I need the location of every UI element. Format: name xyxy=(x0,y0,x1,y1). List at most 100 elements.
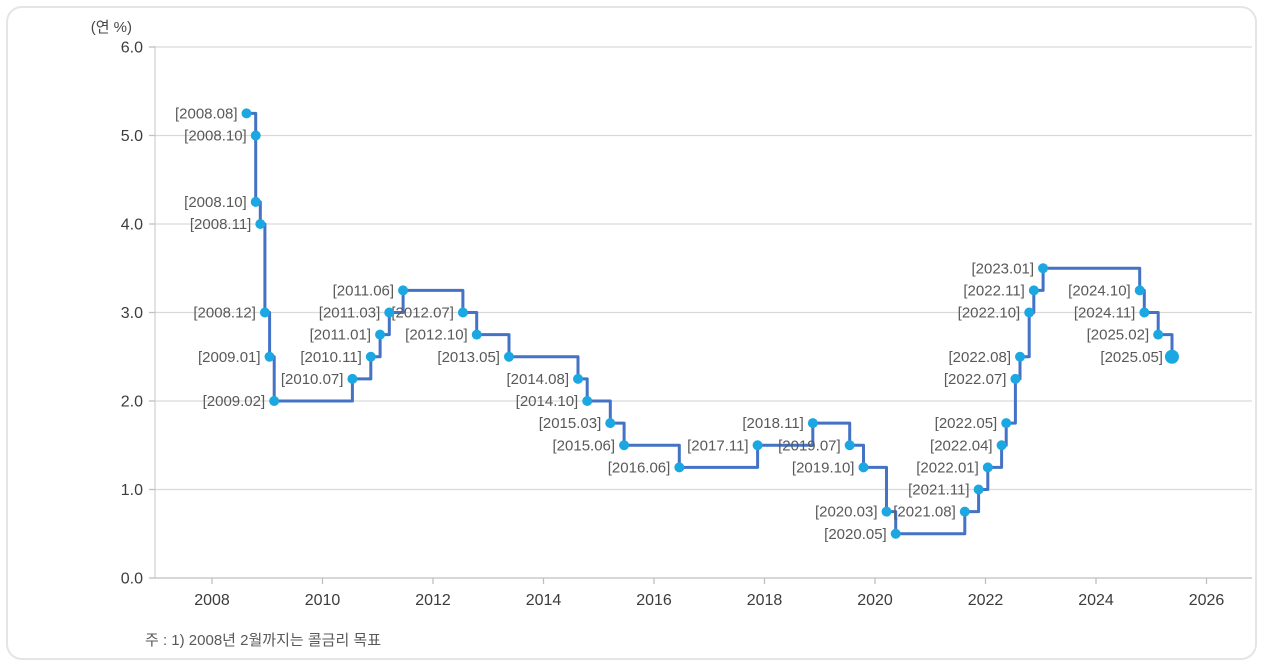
data-point-marker xyxy=(1038,263,1049,274)
data-point-label: [2022.08] xyxy=(948,349,1011,366)
x-tick-label: 2022 xyxy=(968,592,1004,609)
chart-card xyxy=(6,6,1257,660)
data-point-label: [2020.05] xyxy=(824,526,887,543)
data-point-label: [2010.11] xyxy=(300,349,361,366)
data-point-marker xyxy=(674,462,685,473)
data-point-label: [2020.03] xyxy=(815,504,878,521)
data-point-label: [2014.08] xyxy=(506,371,569,388)
data-point-label: [2025.05] xyxy=(1100,349,1163,366)
data-point-marker xyxy=(881,506,892,517)
data-point-marker xyxy=(982,462,993,473)
data-point-label: [2022.05] xyxy=(935,415,998,432)
data-point-label: [2008.11] xyxy=(190,216,251,233)
y-tick-label: 1.0 xyxy=(121,482,143,499)
x-tick-label: 2026 xyxy=(1189,592,1225,609)
x-tick-label: 2014 xyxy=(526,592,562,609)
data-point-label: [2011.01] xyxy=(310,327,371,344)
x-tick-label: 2018 xyxy=(747,592,783,609)
data-point-marker-latest xyxy=(1164,349,1179,364)
data-point-label: [2011.06] xyxy=(333,282,394,299)
data-point-marker xyxy=(269,396,280,406)
data-point-marker xyxy=(503,351,514,362)
data-point-marker xyxy=(1001,418,1012,429)
data-point-label: [2022.01] xyxy=(916,459,979,476)
data-point-label: [2009.02] xyxy=(203,393,266,410)
y-tick-label: 5.0 xyxy=(121,128,143,145)
data-point-label: [2019.07] xyxy=(778,437,841,454)
data-point-marker xyxy=(1028,285,1039,296)
data-point-marker xyxy=(250,130,261,141)
data-point-label: [2024.11] xyxy=(1074,305,1135,322)
data-point-label: [2022.10] xyxy=(958,305,1021,322)
data-point-label: [2025.02] xyxy=(1087,327,1150,344)
y-tick-label: 2.0 xyxy=(121,394,143,411)
data-point-label: [2015.03] xyxy=(539,415,602,432)
data-point-label: [2022.11] xyxy=(963,282,1024,299)
data-point-marker xyxy=(250,196,261,207)
x-tick-label: 2010 xyxy=(305,592,341,609)
x-tick-label: 2008 xyxy=(194,592,230,609)
x-tick-label: 2012 xyxy=(415,592,451,609)
data-point-label: [2010.07] xyxy=(281,371,344,388)
data-point-label: [2009.01] xyxy=(198,349,261,366)
data-point-marker xyxy=(1015,351,1026,362)
data-point-label: [2008.08] xyxy=(175,105,238,122)
data-point-marker xyxy=(347,373,358,384)
data-point-label: [2017.11] xyxy=(687,437,748,454)
data-point-label: [2012.07] xyxy=(391,305,454,322)
data-point-label: [2011.03] xyxy=(319,305,380,322)
data-point-marker xyxy=(996,440,1007,451)
data-point-label: [2016.06] xyxy=(608,459,671,476)
y-tick-label: 0.0 xyxy=(121,571,143,588)
chart-footnote: 주 : 1) 2008년 2월까지는 콜금리 목표 xyxy=(145,632,382,649)
y-tick-label: 3.0 xyxy=(121,305,143,322)
data-point-label: [2008.10] xyxy=(184,128,247,145)
data-point-marker xyxy=(1010,373,1021,384)
data-point-marker xyxy=(573,373,584,384)
data-point-marker xyxy=(259,307,270,318)
data-point-marker xyxy=(264,351,275,362)
data-point-marker xyxy=(375,329,386,340)
data-point-marker xyxy=(398,285,409,296)
data-point-label: [2008.10] xyxy=(184,194,247,211)
data-point-marker xyxy=(255,219,266,229)
data-point-label: [2023.01] xyxy=(971,260,1034,277)
data-point-marker xyxy=(365,351,376,362)
data-point-marker xyxy=(890,528,901,539)
data-point-marker xyxy=(1024,307,1035,318)
data-point-label: [2018.11] xyxy=(742,415,803,432)
data-point-marker xyxy=(619,440,630,451)
data-point-marker xyxy=(807,418,818,429)
data-point-marker xyxy=(605,418,616,429)
data-point-label: [2014.10] xyxy=(516,393,579,410)
data-point-label: [2015.06] xyxy=(553,437,616,454)
x-tick-label: 2020 xyxy=(857,592,893,609)
data-point-marker xyxy=(384,307,395,318)
data-point-marker xyxy=(752,440,763,451)
data-point-marker xyxy=(959,506,970,517)
y-tick-label: 6.0 xyxy=(121,40,143,57)
data-point-label: [2024.10] xyxy=(1068,282,1131,299)
data-point-marker xyxy=(844,440,855,451)
data-point-marker xyxy=(1139,307,1150,318)
data-point-marker xyxy=(457,307,468,318)
y-tick-label: 4.0 xyxy=(121,217,143,234)
data-point-label: [2022.07] xyxy=(944,371,1007,388)
data-point-label: [2013.05] xyxy=(437,349,500,366)
data-point-marker xyxy=(582,396,593,406)
data-point-marker xyxy=(1134,285,1145,296)
data-point-label: [2021.08] xyxy=(893,504,956,521)
rate-step-line xyxy=(245,111,1174,536)
data-point-label: [2021.11] xyxy=(908,482,969,499)
x-tick-label: 2016 xyxy=(636,592,672,609)
data-point-marker xyxy=(1153,329,1164,340)
data-point-label: [2008.12] xyxy=(193,305,256,322)
data-point-marker xyxy=(973,484,984,495)
data-point-label: [2012.10] xyxy=(405,327,468,344)
data-point-marker xyxy=(471,329,482,340)
y-axis-unit-label: (연 %) xyxy=(90,19,132,36)
data-point-marker xyxy=(241,108,252,119)
data-point-label: [2019.10] xyxy=(792,459,855,476)
